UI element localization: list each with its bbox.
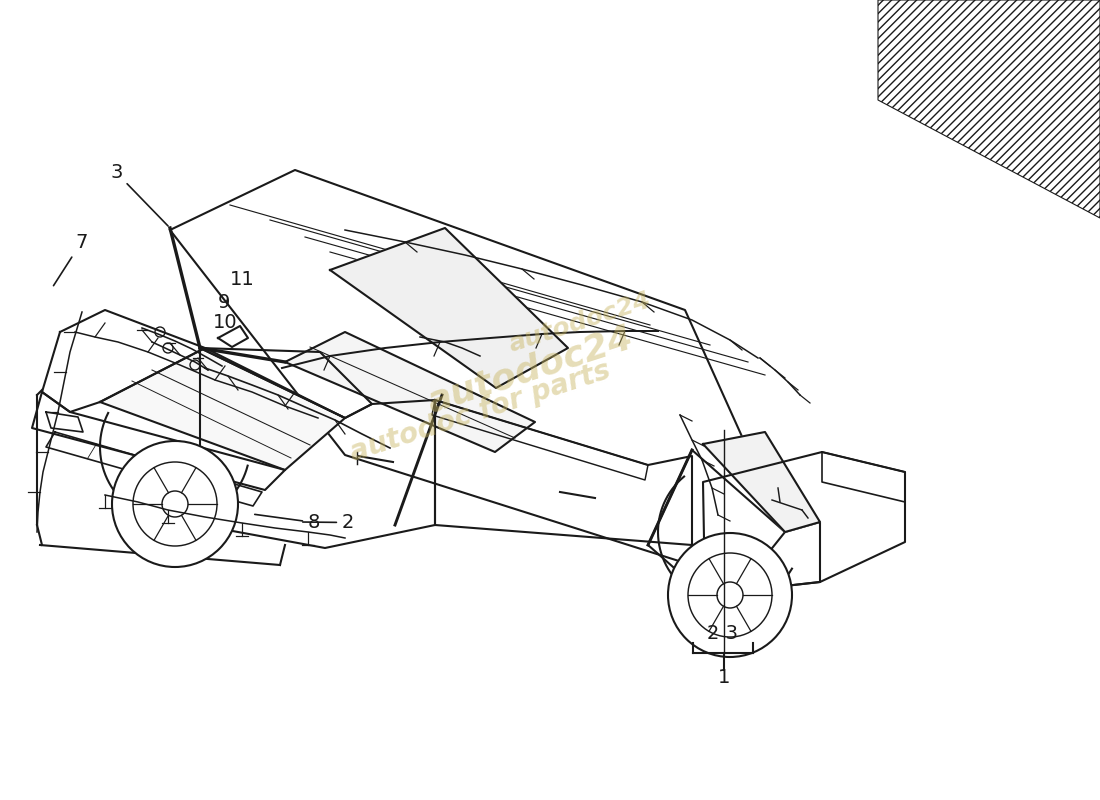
Text: 3: 3 <box>110 163 168 226</box>
Text: 1: 1 <box>718 668 730 687</box>
Polygon shape <box>285 332 535 452</box>
Circle shape <box>668 533 792 657</box>
Polygon shape <box>330 228 568 388</box>
Polygon shape <box>703 432 820 532</box>
Text: 9: 9 <box>218 293 230 312</box>
Text: 7: 7 <box>54 233 87 286</box>
Text: 8: 8 <box>255 513 320 532</box>
Text: autodoc for parts: autodoc for parts <box>346 357 614 467</box>
Polygon shape <box>100 348 345 470</box>
Circle shape <box>112 441 238 567</box>
Text: 10: 10 <box>213 313 238 332</box>
Text: autodoc24: autodoc24 <box>422 321 637 419</box>
Text: 2 3: 2 3 <box>707 624 738 643</box>
Text: 2: 2 <box>302 513 354 532</box>
Text: autodoc24: autodoc24 <box>506 288 654 356</box>
Text: 11: 11 <box>230 270 255 289</box>
